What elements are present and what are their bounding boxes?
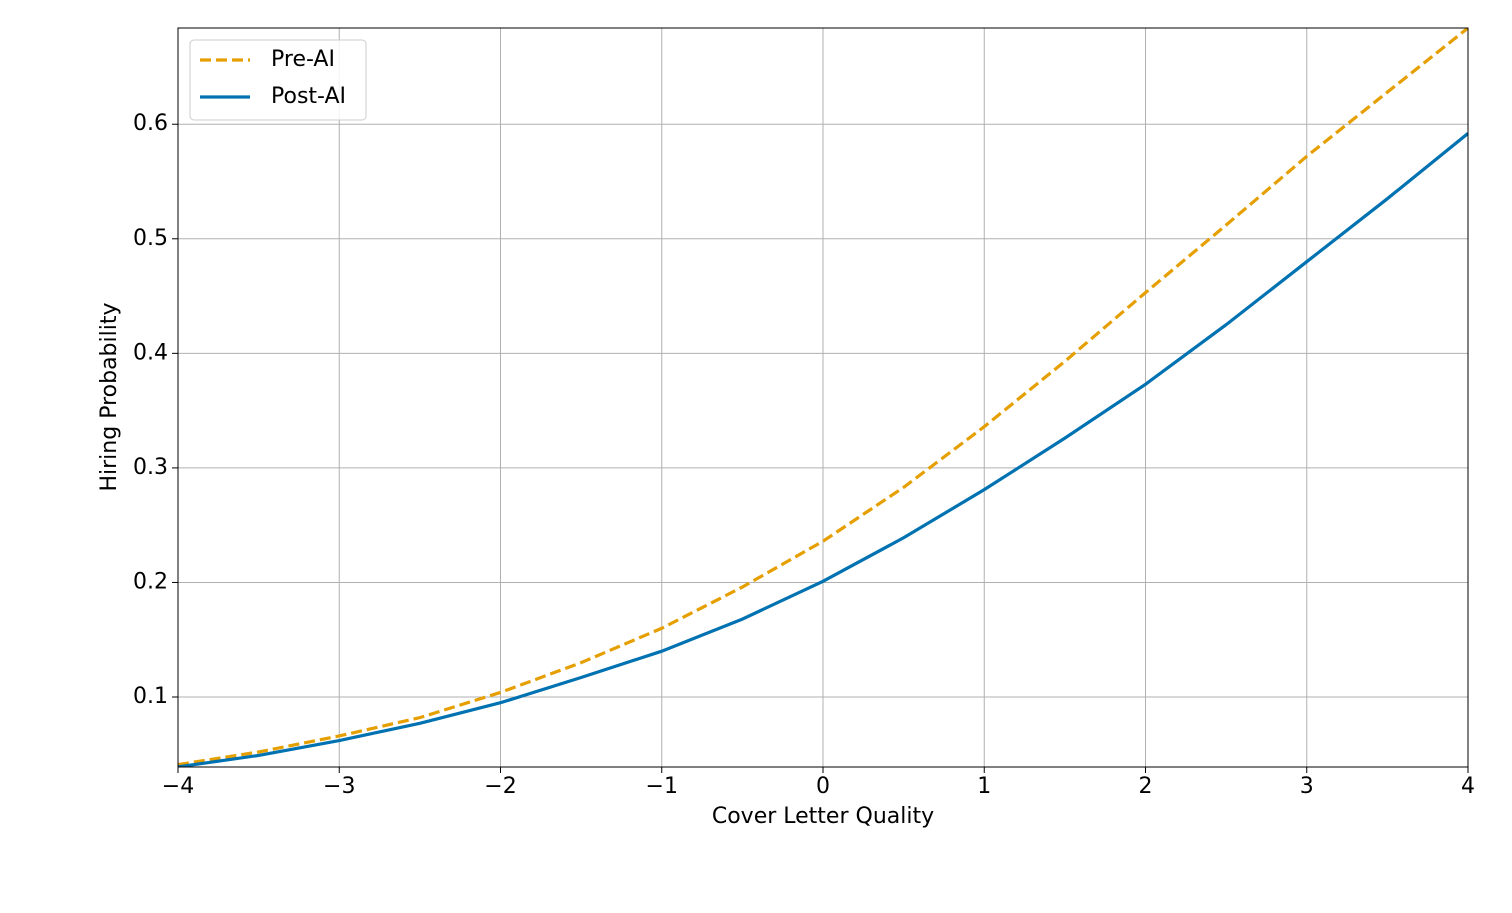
y-tick-label: 0.2 xyxy=(133,569,168,594)
y-tick-label: 0.4 xyxy=(133,340,168,365)
x-tick-label: 3 xyxy=(1300,774,1314,799)
x-tick-label: −2 xyxy=(484,774,516,799)
x-tick-label: −4 xyxy=(162,774,194,799)
x-tick-label: 1 xyxy=(977,774,991,799)
y-tick-label: 0.1 xyxy=(133,684,168,709)
x-tick-label: −3 xyxy=(323,774,355,799)
x-tick-label: 0 xyxy=(816,774,830,799)
plot-frame xyxy=(177,27,1469,768)
x-axis-label: Cover Letter Quality xyxy=(712,804,934,829)
plot xyxy=(178,28,1468,767)
y-axis-label: Hiring Probability xyxy=(97,302,122,491)
y-tick-label: 0.3 xyxy=(133,455,168,480)
x-tick-label: 2 xyxy=(1139,774,1153,799)
legend-label: Pre-AI xyxy=(271,47,335,72)
x-tick-label: −1 xyxy=(646,774,678,799)
legend-label: Post-AI xyxy=(271,84,346,109)
series-line xyxy=(178,132,1468,767)
y-tick-label: 0.5 xyxy=(133,226,168,251)
x-tick-label: 4 xyxy=(1461,774,1475,799)
series-line xyxy=(178,28,1468,767)
y-tick-label: 0.6 xyxy=(133,111,168,136)
